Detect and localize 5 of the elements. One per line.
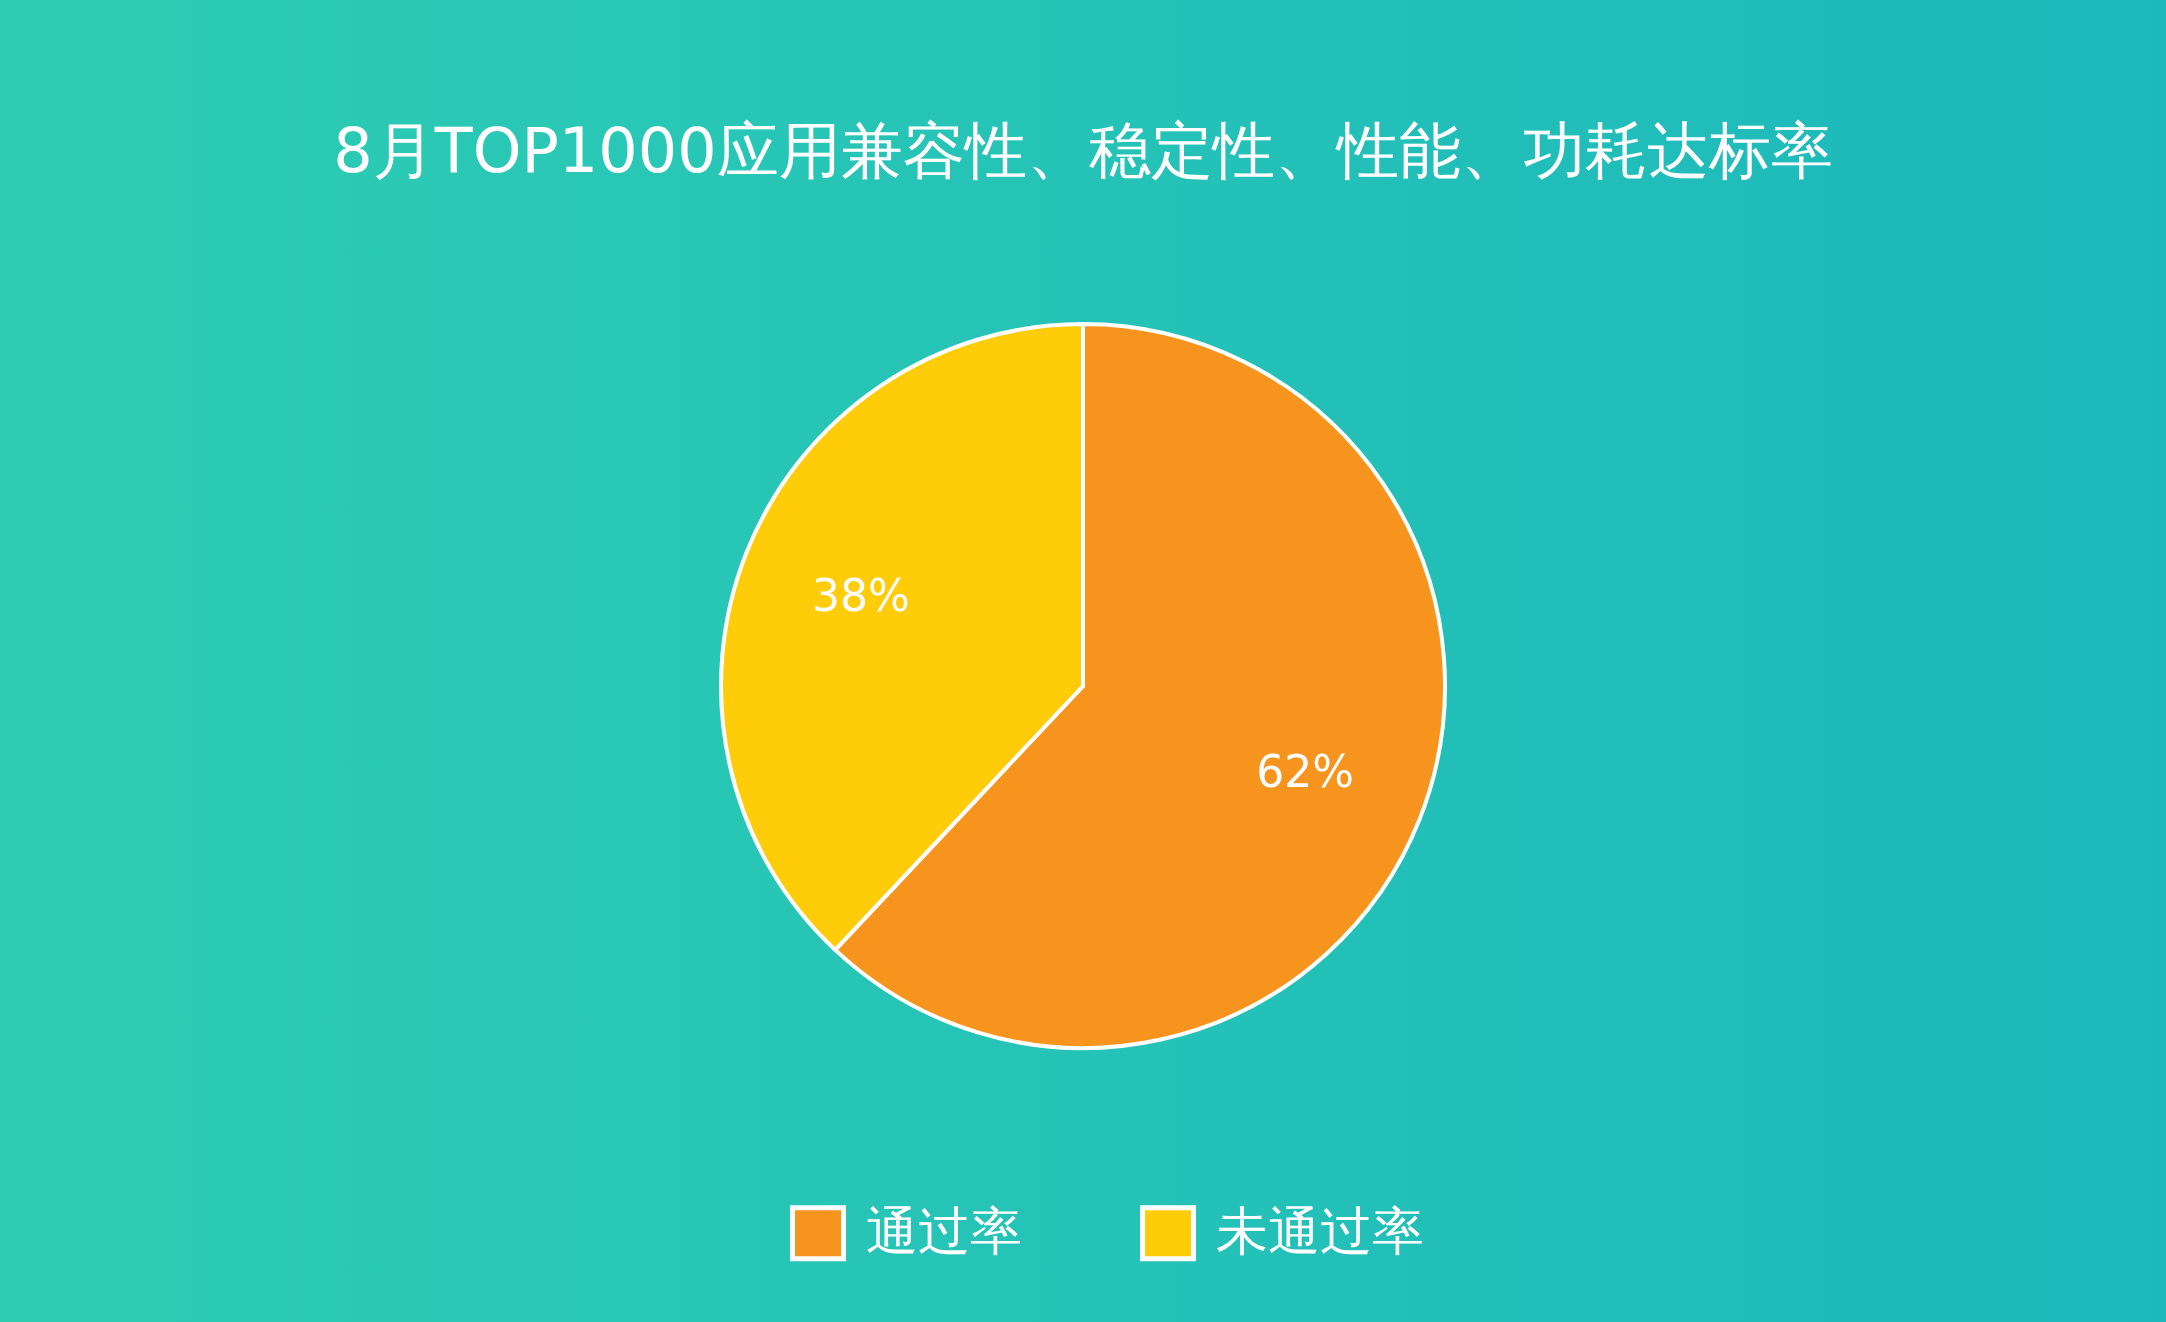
legend-label: 未通过率 [1216,1201,1424,1262]
legend-label: 通过率 [866,1201,1022,1262]
data-label: 38% [811,570,910,622]
chart-title: 8月TOP1000应用兼容性、稳定性、性能、功耗达标率 [333,114,1833,187]
data-label: 62% [1256,745,1355,797]
